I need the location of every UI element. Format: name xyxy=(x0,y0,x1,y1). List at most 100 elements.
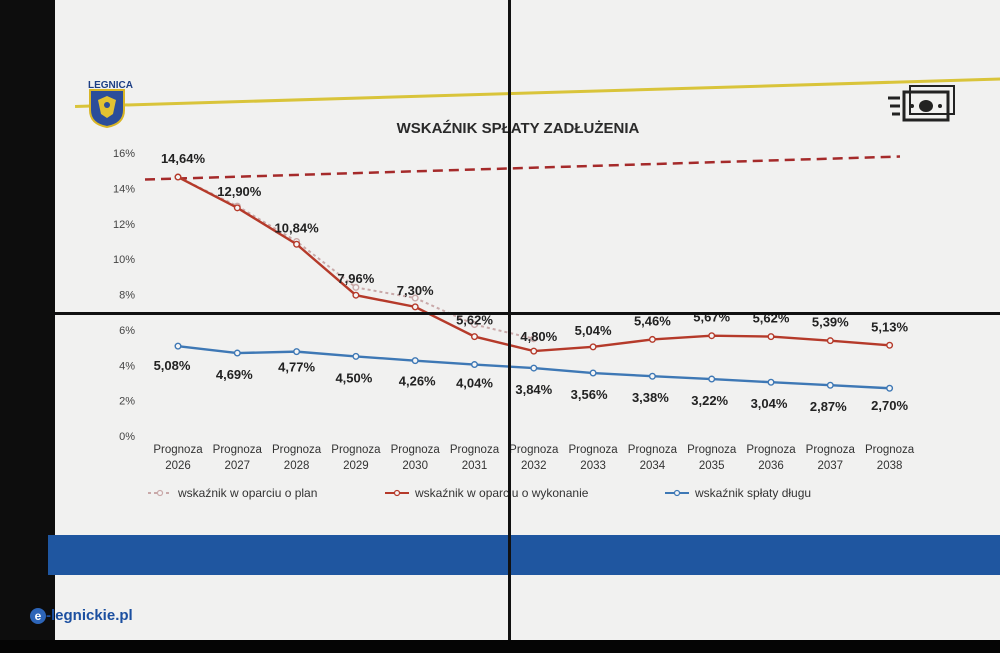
data-point-splata xyxy=(471,361,479,369)
projected-slide xyxy=(55,0,1000,640)
footer-band xyxy=(48,535,1000,575)
x-tick-label: 2030 xyxy=(402,460,428,472)
x-tick-label: 2036 xyxy=(758,460,784,472)
chart-legend: wskaźnik w oparciu o plan wskaźnik w opar… xyxy=(148,486,811,500)
x-tick-label: Prognoza xyxy=(153,444,203,456)
x-tick-label: 2026 xyxy=(165,460,191,472)
data-point-plan xyxy=(352,283,360,291)
data-label-splata: 3,22% xyxy=(691,393,728,408)
logo-text: LEGNICA xyxy=(88,80,133,91)
y-tick-label: 6% xyxy=(119,325,135,337)
x-axis-ticks: Prognoza 2026 Prognoza 2027 Prognoza 2028 Prog… xyxy=(153,444,914,472)
data-label-wykonanie: 14,64% xyxy=(161,151,206,166)
legend-marker-splata xyxy=(673,489,681,497)
x-tick-label: Prognoza xyxy=(450,444,500,456)
data-point-wykonanie xyxy=(174,173,182,181)
data-label-wykonanie: 5,04% xyxy=(575,323,612,338)
data-point-splata xyxy=(530,364,538,372)
data-point-wykonanie xyxy=(886,341,894,349)
data-point-wykonanie xyxy=(708,332,716,340)
watermark-e-logo: e xyxy=(30,608,46,624)
data-label-splata: 2,70% xyxy=(871,398,908,413)
data-label-splata: 4,04% xyxy=(456,376,493,391)
y-tick-label: 10% xyxy=(113,254,135,266)
data-point-splata xyxy=(767,378,775,386)
data-label-splata: 3,84% xyxy=(515,382,552,397)
data-point-wykonanie xyxy=(767,333,775,341)
x-tick-label: 2035 xyxy=(699,460,725,472)
data-label-splata: 5,08% xyxy=(154,358,191,373)
data-point-plan xyxy=(411,294,419,302)
data-label-wykonanie: 7,96% xyxy=(337,271,374,286)
coat-of-arms-icon xyxy=(89,89,125,128)
data-point-splata xyxy=(708,375,716,383)
y-axis-ticks: 0% 2% 4% 6% 8% 10% 12% 14% 16% xyxy=(113,148,135,443)
data-point-wykonanie xyxy=(589,343,597,351)
legend-label-wykonanie: wskaźnik w oparciu o wykonanie xyxy=(414,486,589,500)
chart-title: WSKAŹNIK SPŁATY ZADŁUŻENIA xyxy=(397,120,640,137)
x-tick-label: Prognoza xyxy=(687,444,737,456)
y-tick-label: 14% xyxy=(113,183,135,195)
y-tick-label: 0% xyxy=(119,431,135,443)
x-tick-label: 2028 xyxy=(284,460,310,472)
data-label-splata: 3,56% xyxy=(571,387,608,402)
y-tick-label: 4% xyxy=(119,360,135,372)
y-tick-label: 2% xyxy=(119,396,135,408)
money-icon xyxy=(888,85,955,122)
y-tick-label: 16% xyxy=(113,148,135,160)
x-tick-label: Prognoza xyxy=(391,444,441,456)
data-label-wykonanie: 5,13% xyxy=(871,319,908,334)
x-tick-label: 2031 xyxy=(462,460,488,472)
data-point-splata xyxy=(233,349,241,357)
x-tick-label: 2038 xyxy=(877,460,903,472)
x-tick-label: 2029 xyxy=(343,460,369,472)
x-tick-label: Prognoza xyxy=(272,444,322,456)
series-layer xyxy=(174,173,894,392)
x-tick-label: 2027 xyxy=(225,460,251,472)
x-tick-label: 2037 xyxy=(818,460,844,472)
y-tick-label: 12% xyxy=(113,219,135,231)
data-point-splata xyxy=(648,372,656,380)
data-point-splata xyxy=(352,352,360,360)
x-tick-label: Prognoza xyxy=(213,444,263,456)
data-point-wykonanie xyxy=(826,337,834,345)
legend-label-splata: wskaźnik spłaty długu xyxy=(694,486,811,500)
limit-layer xyxy=(144,155,901,181)
x-tick-label: Prognoza xyxy=(509,444,559,456)
data-point-wykonanie xyxy=(471,333,479,341)
data-label-wykonanie: 4,80% xyxy=(520,329,557,344)
legend-label-plan: wskaźnik w oparciu o plan xyxy=(177,486,317,500)
screen-seam-horizontal xyxy=(55,312,1000,315)
x-tick-label: 2032 xyxy=(521,460,547,472)
data-label-splata: 3,04% xyxy=(751,396,788,411)
x-tick-label: 2034 xyxy=(640,460,666,472)
site-watermark: e -legnickie.pl xyxy=(30,607,133,624)
legend-marker-plan xyxy=(156,489,164,497)
data-label-wykonanie: 5,46% xyxy=(634,313,671,328)
watermark-text: -legnickie.pl xyxy=(46,607,133,624)
data-label-wykonanie: 10,84% xyxy=(275,220,320,235)
y-tick-label: 8% xyxy=(119,290,135,302)
data-labels: 14,64% 12,90% 10,84% 7,96% 7,30% 5,62% 4,80% 5,… xyxy=(154,151,909,414)
data-label-splata: 4,69% xyxy=(216,367,253,382)
data-label-splata: 4,50% xyxy=(335,370,372,385)
limit-line xyxy=(144,155,901,181)
x-tick-label: Prognoza xyxy=(746,444,796,456)
data-point-wykonanie xyxy=(352,291,360,299)
data-label-splata: 3,38% xyxy=(632,390,669,405)
data-label-wykonanie: 12,90% xyxy=(217,184,262,199)
data-point-wykonanie xyxy=(648,335,656,343)
x-tick-label: Prognoza xyxy=(865,444,915,456)
screen-seam-vertical xyxy=(508,0,511,653)
legend-marker-wykonanie xyxy=(393,489,401,497)
x-tick-label: 2033 xyxy=(580,460,606,472)
data-point-wykonanie xyxy=(233,204,241,212)
x-tick-label: Prognoza xyxy=(628,444,678,456)
data-label-wykonanie: 7,30% xyxy=(397,283,434,298)
x-tick-label: Prognoza xyxy=(568,444,618,456)
data-point-plan xyxy=(530,335,538,343)
data-point-splata xyxy=(886,384,894,392)
x-tick-label: Prognoza xyxy=(331,444,381,456)
data-point-splata xyxy=(589,369,597,377)
